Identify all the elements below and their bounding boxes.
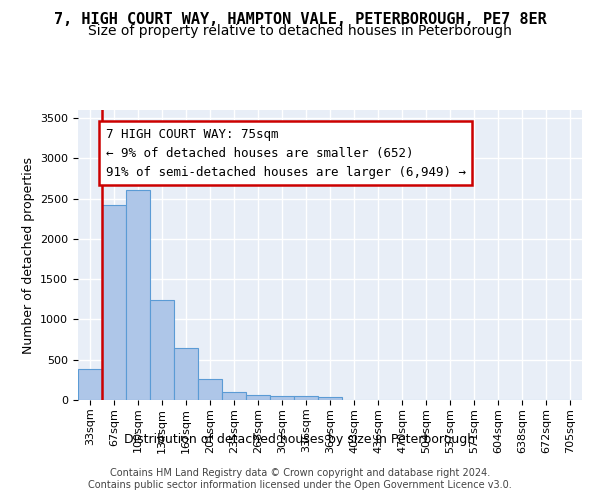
Text: 7 HIGH COURT WAY: 75sqm
← 9% of detached houses are smaller (652)
91% of semi-de: 7 HIGH COURT WAY: 75sqm ← 9% of detached… xyxy=(106,128,466,178)
Text: Distribution of detached houses by size in Peterborough: Distribution of detached houses by size … xyxy=(124,432,476,446)
Bar xyxy=(102,205,126,400)
Bar xyxy=(270,396,294,400)
Bar xyxy=(294,396,318,400)
Bar xyxy=(150,300,174,400)
Bar xyxy=(222,392,246,400)
Text: Contains HM Land Registry data © Crown copyright and database right 2024.
Contai: Contains HM Land Registry data © Crown c… xyxy=(88,468,512,490)
Text: 7, HIGH COURT WAY, HAMPTON VALE, PETERBOROUGH, PE7 8ER: 7, HIGH COURT WAY, HAMPTON VALE, PETERBO… xyxy=(53,12,547,28)
Bar xyxy=(198,380,222,400)
Bar xyxy=(246,395,270,400)
Text: Size of property relative to detached houses in Peterborough: Size of property relative to detached ho… xyxy=(88,24,512,38)
Bar xyxy=(174,348,198,400)
Bar xyxy=(126,190,150,400)
Bar xyxy=(78,368,102,400)
Bar xyxy=(318,397,342,400)
Y-axis label: Number of detached properties: Number of detached properties xyxy=(22,156,35,354)
